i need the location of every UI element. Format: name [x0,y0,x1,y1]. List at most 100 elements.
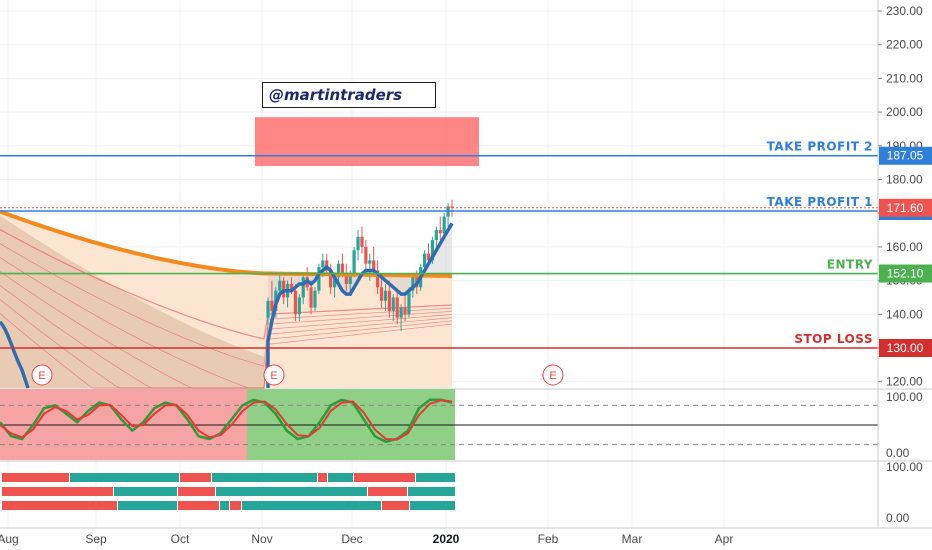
trend-segment [382,501,409,510]
price-tag-entry [879,264,932,283]
candle-body [348,273,352,284]
trend-segment [216,487,367,496]
candle-body [450,206,454,208]
candle-body [336,263,341,278]
time-tick-label: Aug [0,532,19,546]
price-tick-label: 220.00 [886,38,923,52]
level-lines[interactable]: TAKE PROFIT 2 TAKE PROFIT 1 ENTRY STOP LOSS [0,140,878,349]
ma-ribbon-line [0,313,453,389]
price-tick-label: 210.00 [886,71,923,85]
ribbon-fill-area [0,215,265,388]
price-tick-label: 160.00 [886,240,923,254]
candle-body [270,300,274,311]
time-tick-label: Apr [715,532,734,546]
trend-segment [318,473,327,482]
candle-body [383,290,388,301]
candle-body [356,236,360,251]
candle-body [403,307,407,315]
candle-body [293,290,298,315]
time-tick-label: Sep [85,532,107,546]
price-tick-label: 230.00 [886,4,923,18]
candle-body [278,280,282,291]
price-tick-label: 200.00 [886,105,923,119]
candle-body [332,277,337,288]
candle-body [407,290,411,315]
oscillator-tick-label: 0.00 [886,446,910,460]
level-label-take_profit_2: TAKE PROFIT 2 [767,140,873,154]
trend-segment [410,501,455,510]
target-zone [255,117,479,167]
time-tick-label: Mar [622,532,643,546]
oscillator-tick-label: 100.00 [886,390,923,404]
time-tick-label: Feb [538,532,559,546]
candle-body [297,297,301,315]
candle-body [372,260,376,271]
earnings-marker-label: E [38,370,45,382]
ma-ribbon-line [0,257,453,389]
trend-segment [328,473,353,482]
stoch-d-line [0,399,453,441]
candle-body [411,277,415,291]
candle-body [387,290,391,311]
candle-body [376,270,380,288]
candle-body [317,267,321,291]
stochastic-pane [0,388,932,460]
trend-segment [354,473,415,482]
earnings-marker-icon [263,364,285,386]
candle-body [309,287,313,308]
candle-body [352,250,356,274]
level-label-stop_loss: STOP LOSS [794,332,873,346]
candle-body [301,277,305,298]
candle-body [434,230,438,241]
candle-body [422,253,427,268]
candle-body [289,283,294,291]
earnings-marker-label: E [270,370,277,382]
candle-body [344,273,348,284]
candle-body [266,300,270,318]
ema-lines [0,209,454,389]
trend-segment [2,473,69,482]
candle-body [391,297,395,311]
candle-body [364,246,368,264]
candle-body [399,307,403,318]
stoch-k-line [0,398,453,444]
candle-body [442,216,446,234]
trend-segment [70,473,179,482]
price-tag-take_profit_2 [879,146,932,165]
time-tick-label: 2020 [433,532,460,546]
candle-body [430,240,435,261]
price-tag-text-last: 171.60 [887,201,924,215]
lower-indicator-pane [0,460,932,510]
trend-segment [416,473,455,482]
trend-segment [368,487,407,496]
level-label-entry: ENTRY [827,258,873,272]
price-tick-label: 180.00 [886,173,923,187]
candle-body [321,260,325,268]
trend-segment [242,501,381,510]
trend-segment [230,501,241,510]
time-tick-label: Dec [341,532,362,546]
trend-segment [178,501,219,510]
candle-body [379,287,384,301]
candle-body [426,253,431,261]
trend-segment [114,487,177,496]
candle-body [395,297,399,318]
ema-fast-left [0,320,30,389]
price-tag-text-stop_loss: 130.00 [887,341,924,355]
price-tag-last [879,198,932,217]
price-tick-label: 120.00 [886,375,923,389]
ma-ribbon-line [0,228,453,340]
lower-tick-label: 0.00 [886,511,910,525]
candle-body [360,236,364,247]
trend-segment [212,473,317,482]
trend-segment [178,487,215,496]
candle-body [313,290,317,308]
trend-segment [118,501,177,510]
target-zone-rect [255,117,479,167]
price-tick-label: 140.00 [886,307,923,321]
ma-ribbon-line [0,243,453,367]
price-tag-text-entry: 152.10 [887,267,924,281]
